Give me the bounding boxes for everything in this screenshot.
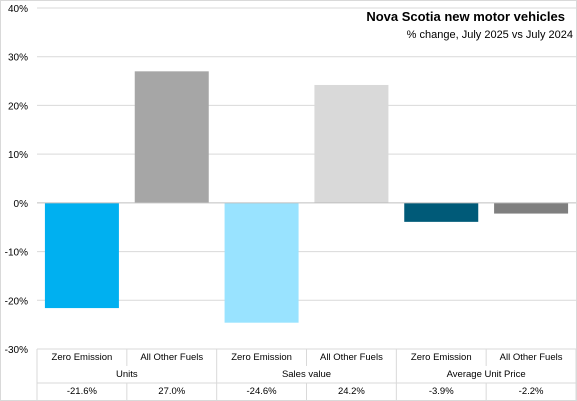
bar	[404, 202, 479, 222]
value-label: -3.9%	[429, 386, 454, 397]
group-label: Units	[116, 369, 138, 380]
bar	[314, 84, 389, 203]
category-label: All Other Fuels	[140, 352, 203, 363]
category-table: Zero Emission -21.6% All Other Fuels 27.0% U…	[36, 348, 577, 401]
y-tick-label: 0%	[14, 199, 29, 210]
y-tick-label: 40%	[8, 4, 28, 15]
y-tick-label: 10%	[8, 150, 28, 161]
bar	[134, 71, 209, 203]
group-label: Sales value	[282, 369, 331, 380]
value-label: -24.6%	[247, 386, 278, 397]
y-tick-label: 30%	[8, 53, 28, 64]
bar	[494, 202, 569, 214]
group-label: Average Unit Price	[447, 369, 526, 380]
y-axis: 40% 30% 20% 10% 0% -10% -20% -30%	[5, 4, 28, 356]
value-label: 24.2%	[338, 386, 365, 397]
bars	[37, 71, 576, 323]
bar	[44, 202, 119, 309]
y-tick-label: -30%	[5, 345, 28, 356]
chart-title: Nova Scotia new motor vehicles	[366, 9, 565, 24]
category-label: Zero Emission	[52, 352, 113, 363]
y-tick-label: -20%	[5, 296, 28, 307]
chart-subtitle: % change, July 2025 vs July 2024	[407, 29, 573, 41]
value-label: -21.6%	[67, 386, 98, 397]
category-label: All Other Fuels	[500, 352, 563, 363]
bar	[224, 202, 299, 323]
category-label: All Other Fuels	[320, 352, 383, 363]
y-tick-label: 20%	[8, 101, 28, 112]
category-label: Zero Emission	[231, 352, 292, 363]
y-tick-label: -10%	[5, 248, 28, 259]
value-label: -2.2%	[519, 386, 544, 397]
category-label: Zero Emission	[411, 352, 472, 363]
value-label: 27.0%	[158, 386, 185, 397]
